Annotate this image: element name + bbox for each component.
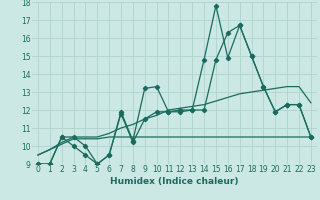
- X-axis label: Humidex (Indice chaleur): Humidex (Indice chaleur): [110, 177, 239, 186]
